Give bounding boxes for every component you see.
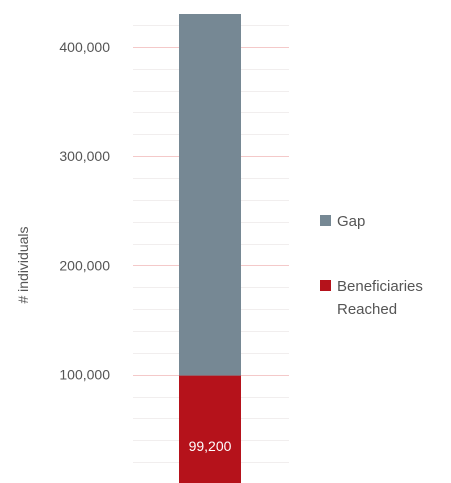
y-tick-label: 100,000	[59, 367, 110, 383]
legend-swatch	[320, 215, 331, 226]
y-axis-ticks: 100,000 200,000 300,000 400,000	[59, 39, 110, 383]
legend: Gap Beneficiaries Reached	[320, 213, 423, 318]
beneficiaries-reached-bar-segment	[179, 375, 241, 483]
legend-label: Gap	[337, 213, 365, 230]
gap-bar-segment	[179, 14, 241, 376]
bar-data-label: 99,200	[189, 438, 232, 454]
y-tick-label: 200,000	[59, 257, 110, 273]
legend-swatch	[320, 280, 331, 291]
legend-label: Reached	[337, 301, 397, 318]
y-tick-label: 400,000	[59, 39, 110, 55]
y-tick-label: 300,000	[59, 148, 110, 164]
bar-segments: 99,200	[179, 14, 241, 483]
legend-label: Beneficiaries	[337, 278, 423, 295]
y-axis-title: # individuals	[15, 226, 31, 303]
